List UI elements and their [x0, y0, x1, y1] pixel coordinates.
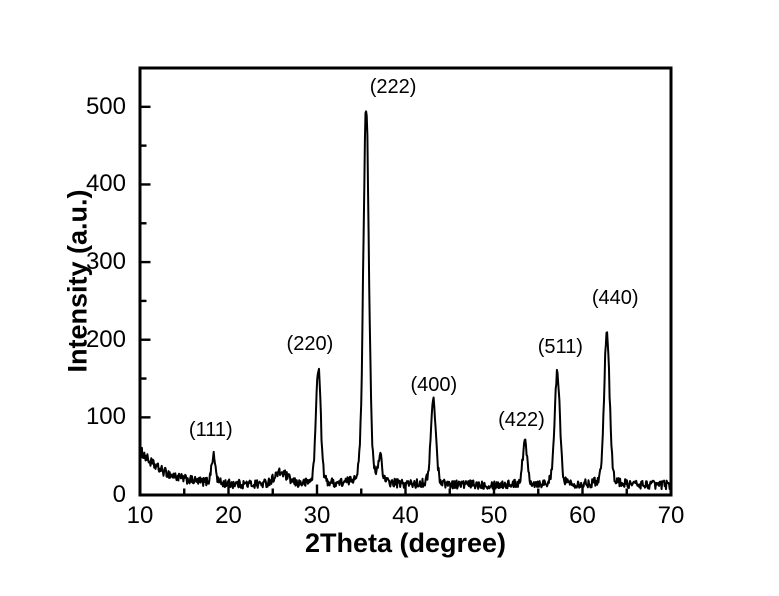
y-tick-label: 300 [85, 248, 126, 276]
peak-label-511: (511) [537, 336, 583, 359]
peak-label-111: (111) [188, 418, 233, 441]
peak-label-440: (440) [591, 286, 639, 309]
x-axis-title: 2Theta (degree) [304, 528, 507, 558]
y-tick-label: 400 [85, 170, 126, 198]
x-tick-label: 70 [657, 502, 685, 529]
peak-label-222: (222) [369, 76, 417, 99]
peak-label-422: (422) [498, 409, 545, 432]
x-tick-label: 10 [126, 502, 154, 529]
x-tick-label: 40 [392, 502, 419, 529]
x-tick-label: 20 [215, 502, 242, 529]
x-tick-label: 50 [480, 502, 508, 529]
plot-frame [138, 66, 673, 497]
x-tick-label: 60 [569, 502, 596, 529]
x-tick-label: 30 [303, 502, 331, 529]
y-tick-label: 0 [112, 481, 126, 508]
y-tick-label: 200 [85, 325, 126, 353]
peak-label-220: (220) [286, 332, 334, 355]
y-tick-label: 100 [85, 403, 126, 431]
diffraction-trace [139, 110, 672, 491]
y-tick-label: 500 [85, 92, 126, 120]
peak-label-400: (400) [410, 373, 458, 396]
